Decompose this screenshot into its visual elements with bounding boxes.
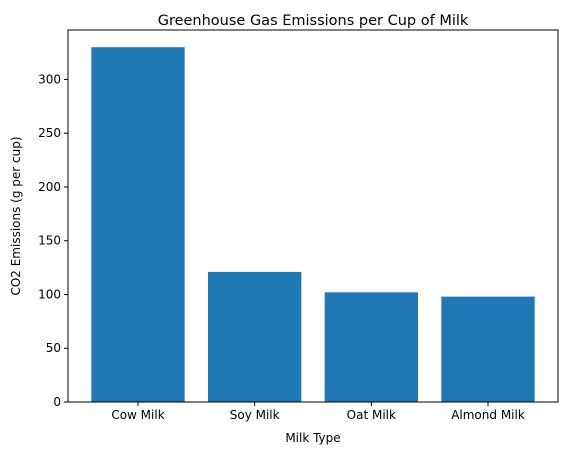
x-tick-label: Soy Milk [230, 408, 280, 422]
x-tick-label: Oat Milk [347, 408, 396, 422]
y-axis-label: CO2 Emissions (g per cup) [9, 136, 23, 295]
bar-almond-milk [441, 296, 535, 402]
plot-frame [67, 29, 559, 403]
x-axis-label: Milk Type [285, 431, 340, 445]
x-tick-label: Almond Milk [451, 408, 525, 422]
bars-layer [91, 47, 535, 403]
chart-title: Greenhouse Gas Emissions per Cup of Milk [158, 13, 469, 29]
y-tick-label: 200 [38, 180, 61, 194]
bar-soy-milk [208, 271, 302, 402]
y-tick-label: 50 [46, 341, 61, 355]
y-tick-label: 0 [53, 395, 61, 409]
x-tick-label: Cow Milk [111, 408, 164, 422]
y-tick-label: 100 [38, 287, 61, 301]
y-tick-label: 250 [38, 126, 61, 140]
y-tick-label: 150 [38, 234, 61, 248]
bar-cow-milk [91, 47, 185, 403]
y-tick-label: 300 [38, 72, 61, 86]
bar-oat-milk [324, 292, 418, 402]
y-axis: 0 50 100 150 200 250 300 [38, 72, 68, 409]
x-axis: Cow Milk Soy Milk Oat Milk Almond Milk [111, 402, 525, 422]
